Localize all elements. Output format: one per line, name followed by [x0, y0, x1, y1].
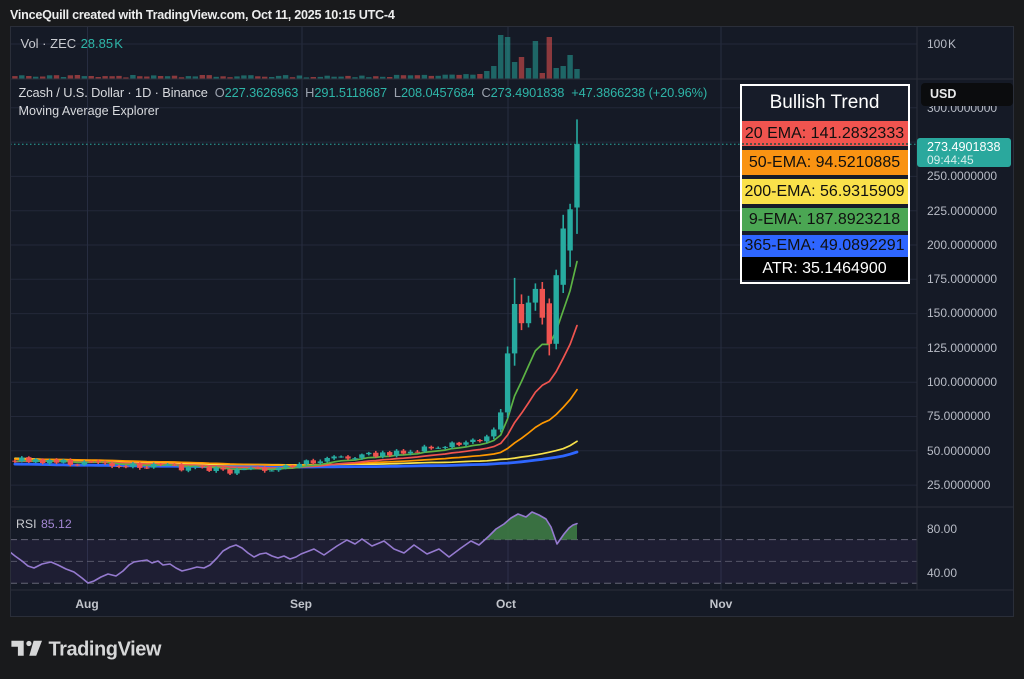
svg-text:TradingView: TradingView [49, 639, 162, 660]
